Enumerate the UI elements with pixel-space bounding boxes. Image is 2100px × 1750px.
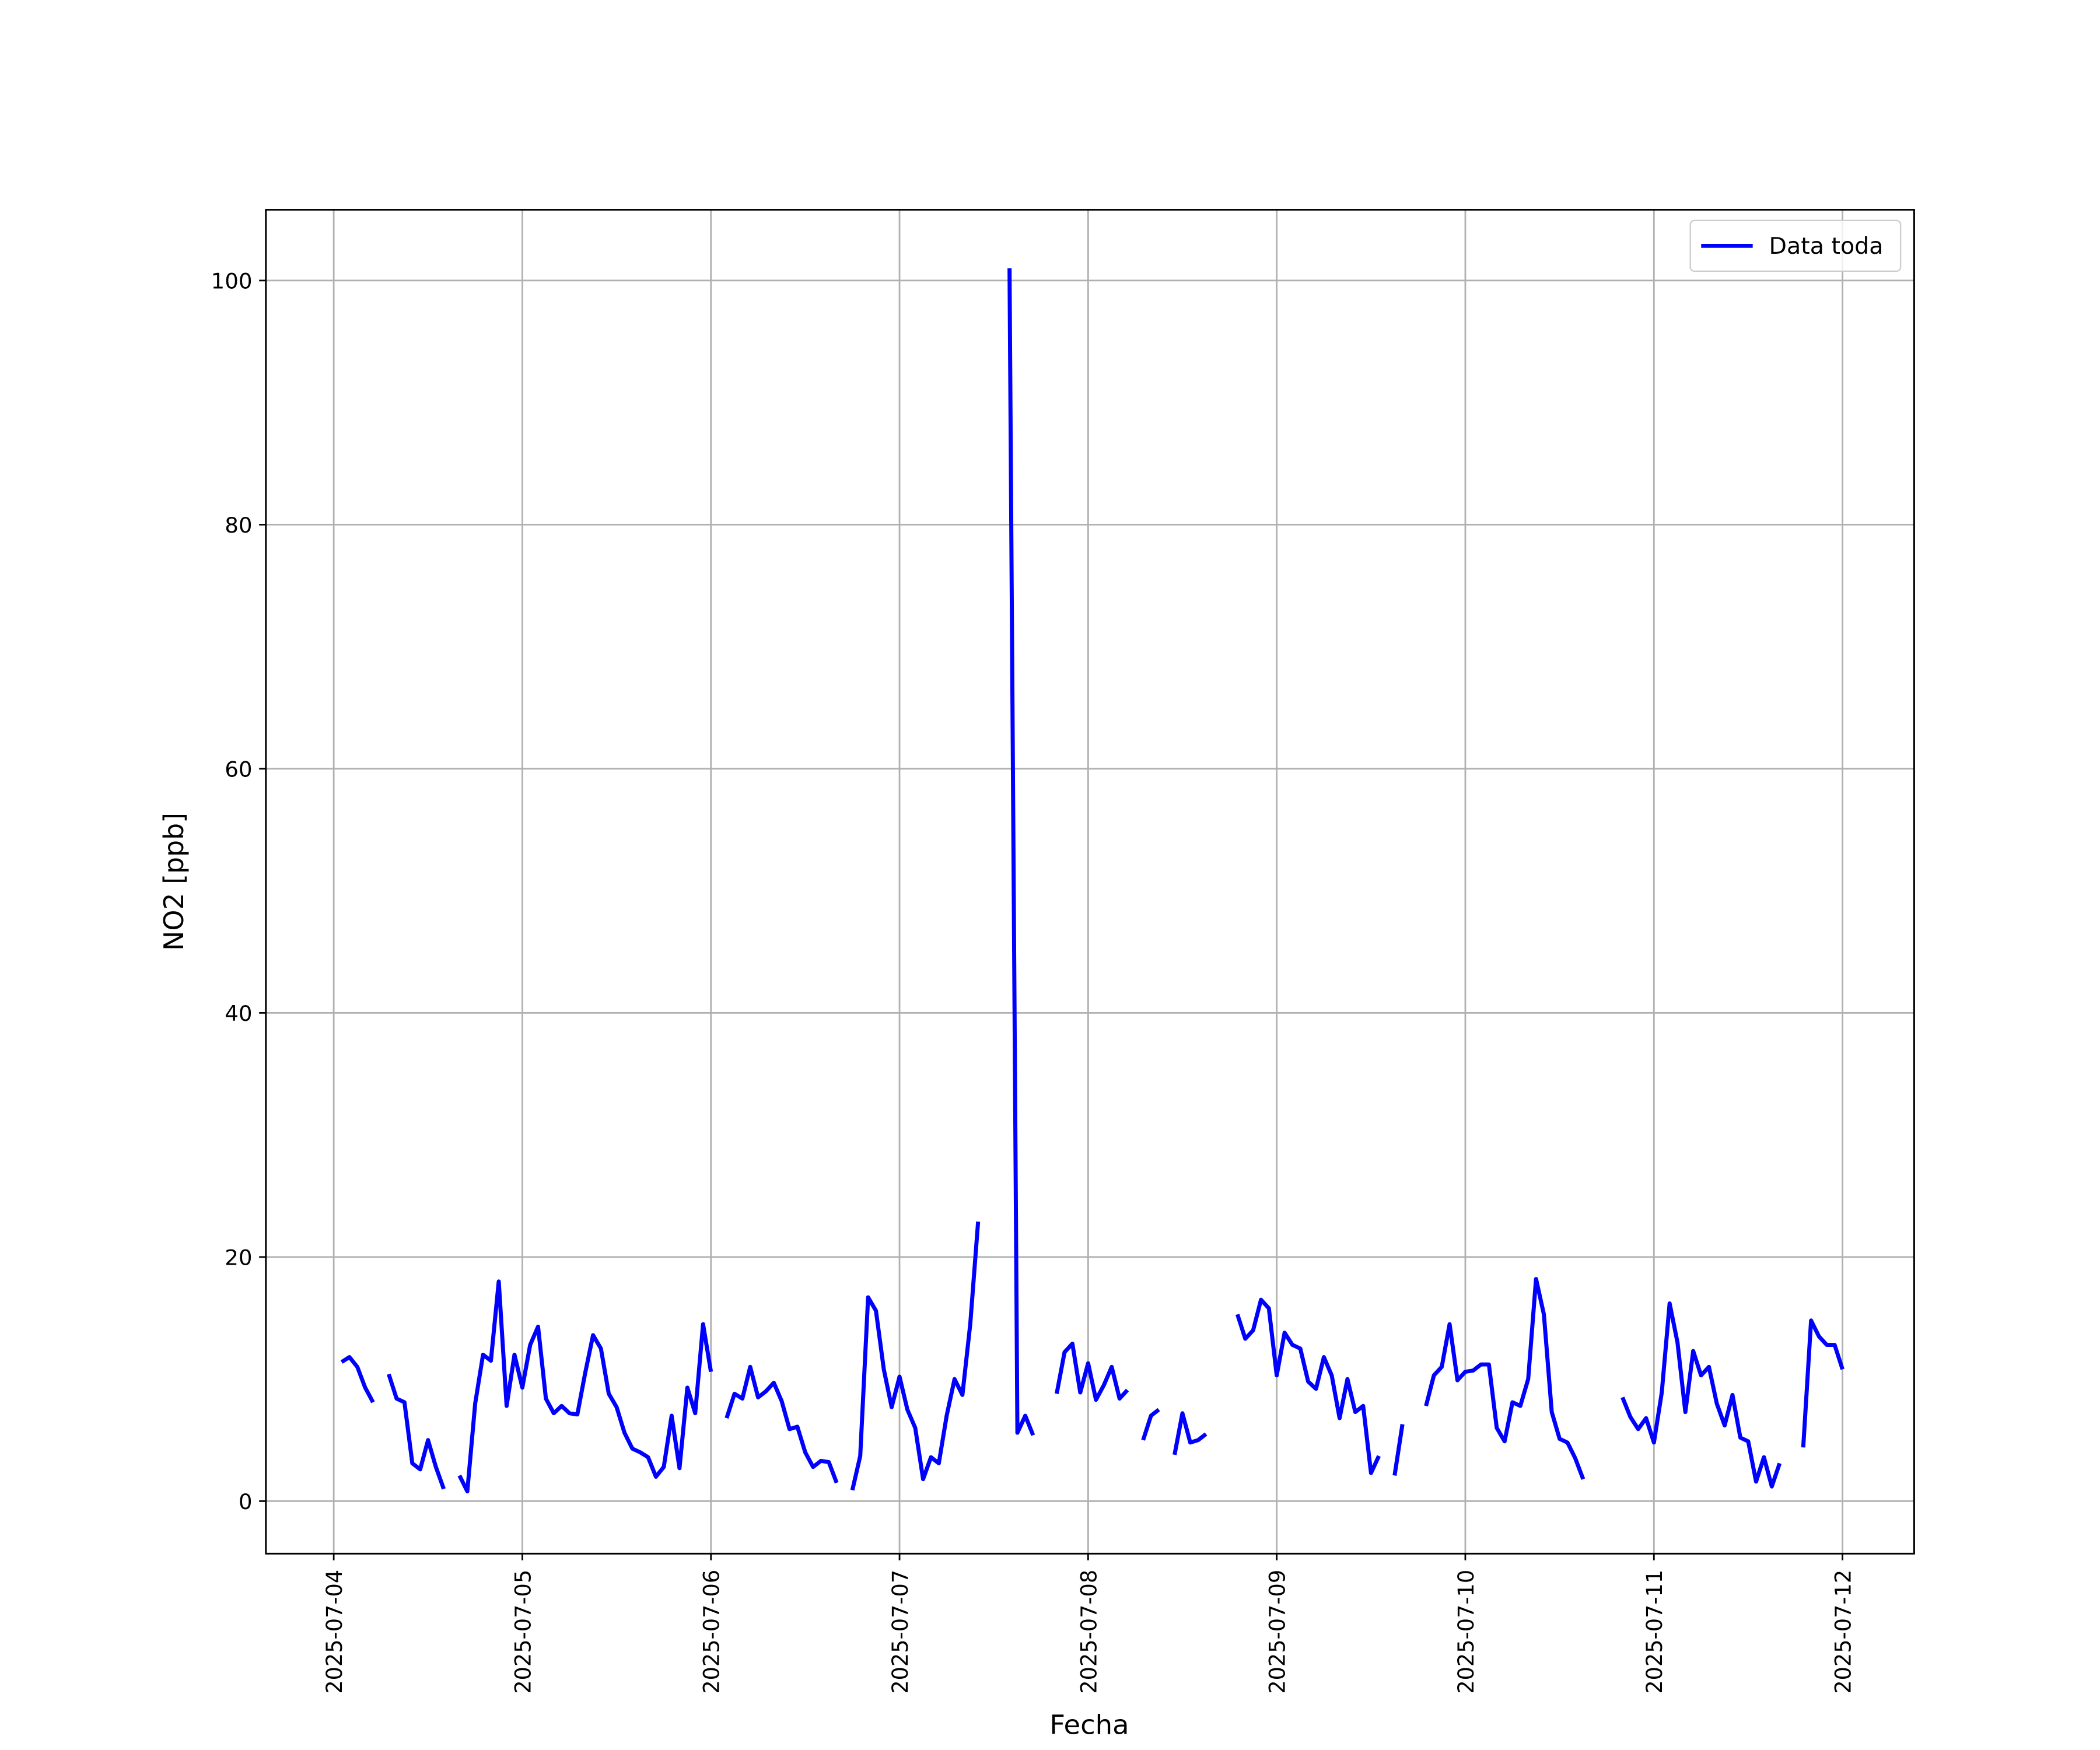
x-tick-label: 2025-07-05 — [510, 1570, 536, 1694]
legend-box — [1689, 219, 1902, 272]
plot-area — [340, 268, 1845, 1494]
x-tick-label: 2025-07-08 — [1076, 1570, 1101, 1694]
ticks: 0 20 40 60 80 100 2025-07-04 2025-07-05 2025-07-… — [211, 269, 1856, 1694]
y-tick-label: 0 — [239, 1489, 253, 1514]
x-tick-label: 2025-07-10 — [1454, 1570, 1479, 1694]
legend: Data toda — [1689, 219, 1902, 272]
legend-label: Data toda — [1769, 233, 1884, 260]
axes-frame — [265, 209, 1915, 1555]
x-tick-label: 2025-07-07 — [888, 1570, 913, 1694]
grid — [265, 209, 1915, 1554]
x-tick-label: 2025-07-12 — [1831, 1570, 1856, 1694]
y-tick-label: 60 — [225, 757, 252, 782]
x-tick-label: 2025-07-04 — [322, 1570, 347, 1694]
x-tick-label: 2025-07-06 — [699, 1570, 724, 1694]
data-line — [340, 268, 1845, 1494]
x-axis-label: Fecha — [1049, 1709, 1129, 1741]
y-tick-label: 80 — [225, 513, 252, 538]
x-tick-label: 2025-07-09 — [1265, 1570, 1290, 1694]
y-axis-label: NO2 [ppb] — [158, 813, 190, 951]
y-tick-label: 40 — [225, 1001, 252, 1026]
y-tick-label: 100 — [211, 269, 253, 294]
x-tick-label: 2025-07-11 — [1642, 1570, 1667, 1694]
y-tick-label: 20 — [225, 1245, 252, 1270]
